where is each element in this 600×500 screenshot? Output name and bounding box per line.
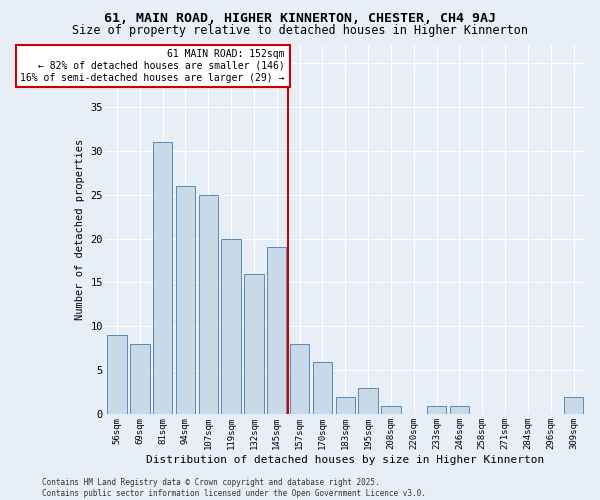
Bar (130, 344, 149, 414)
Text: Contains HM Land Registry data © Crown copyright and database right 2025.
Contai: Contains HM Land Registry data © Crown c… (42, 478, 426, 498)
Text: 61 MAIN ROAD: 152sqm
← 82% of detached houses are smaller (146)
16% of semi-deta: 61 MAIN ROAD: 152sqm ← 82% of detached h… (20, 50, 285, 82)
Bar (450, 406, 469, 414)
Bar (335, 397, 355, 414)
Text: Size of property relative to detached houses in Higher Kinnerton: Size of property relative to detached ho… (72, 24, 528, 37)
Bar (107, 336, 127, 414)
Y-axis label: Number of detached properties: Number of detached properties (75, 139, 85, 320)
Bar (358, 388, 378, 414)
Bar (427, 406, 446, 414)
Bar (313, 362, 332, 414)
Text: 61, MAIN ROAD, HIGHER KINNERTON, CHESTER, CH4 9AJ: 61, MAIN ROAD, HIGHER KINNERTON, CHESTER… (104, 12, 496, 24)
X-axis label: Distribution of detached houses by size in Higher Kinnerton: Distribution of detached houses by size … (146, 455, 544, 465)
Bar (199, 194, 218, 414)
Bar (176, 186, 195, 414)
Bar (153, 142, 172, 414)
Bar (244, 274, 263, 414)
Bar (267, 248, 286, 414)
Bar (290, 344, 310, 414)
Bar (564, 397, 583, 414)
Bar (221, 238, 241, 414)
Bar (381, 406, 401, 414)
